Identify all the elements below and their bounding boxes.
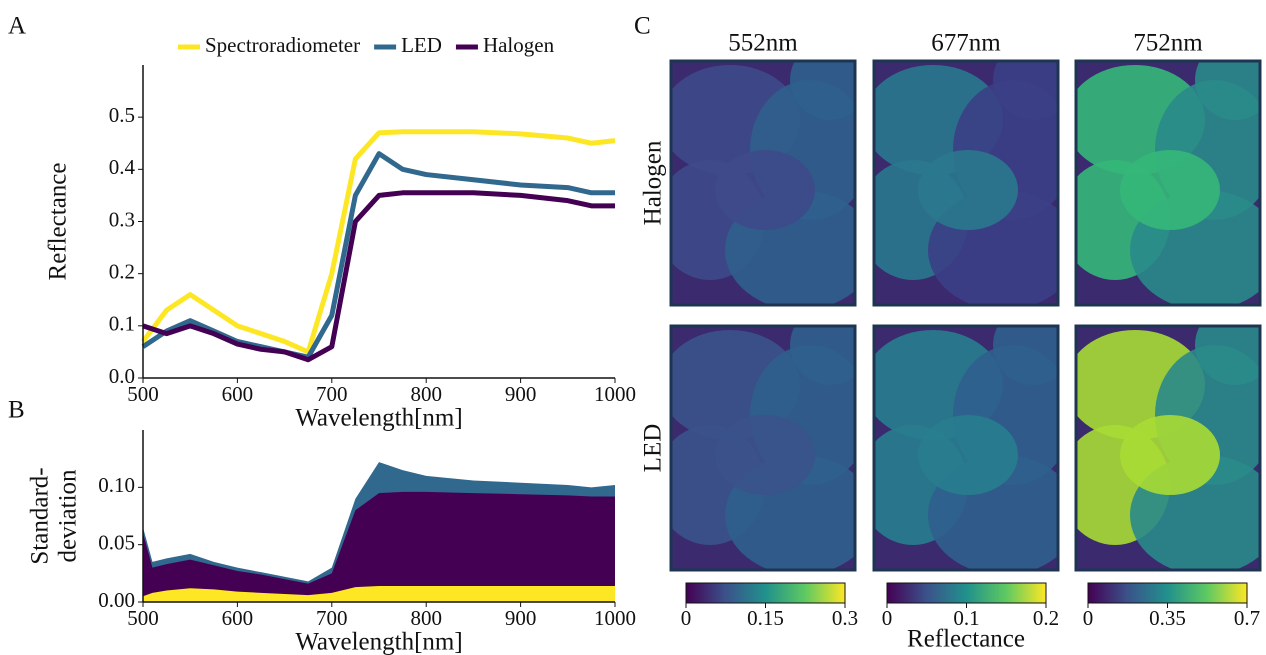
image [872,324,1060,572]
leaf [993,60,1059,120]
colorbar [1087,582,1248,604]
row-label: Halogen [640,140,667,225]
colorbar-tick-label: 0.15 [747,606,784,630]
image-frame [669,324,857,572]
y-axis-label: deviation [55,469,82,563]
colorbar-tick-label: 0.7 [1234,606,1260,630]
y-tick-label: 0.2 [109,259,135,283]
area [143,491,615,602]
x-tick-label: 1000 [594,606,636,630]
image-content [1075,60,1261,306]
image-content [670,325,856,571]
colorbar [685,582,846,604]
leaf [1195,60,1261,120]
leaf [715,150,815,230]
y-tick-label: 0.5 [109,103,135,127]
colorbar-tick-label: 0.2 [1033,606,1059,630]
colorbar-tick-label: 0 [1083,606,1094,630]
y-tick-label: 0.0 [109,364,135,388]
y-axis-label: Reflectance [45,163,72,281]
legend-label: LED [401,33,442,57]
legend-label: Halogen [483,33,555,57]
column-title: 552nm [728,30,798,57]
colorbar [886,582,1047,604]
x-tick-label: 700 [316,382,348,406]
y-tick-label: 0.1 [109,312,135,336]
leaf [790,325,856,385]
line [141,129,616,355]
leaf [715,415,815,495]
y-tick-label: 0.10 [98,473,135,497]
legend-label: Spectroradiometer [205,33,360,57]
image-frame [872,59,1060,307]
colorbar-label: Reflectance [907,626,1025,653]
colorbar-tick-label: 0.1 [953,606,979,630]
image-content [873,60,1059,306]
x-tick-label: 900 [505,382,537,406]
leaf [1120,415,1220,495]
y-axis-label: Standard- [27,467,54,564]
x-tick-label: 600 [222,382,254,406]
y-tick-label: 0.4 [109,155,136,179]
line [141,151,615,360]
leaf [918,415,1018,495]
panel-letter: B [8,397,25,424]
image [1074,59,1262,307]
image-content [1075,325,1261,571]
x-tick-label: 500 [127,382,159,406]
colorbar-tick-label: 0.35 [1149,606,1186,630]
x-tick-label: 800 [410,606,442,630]
image-frame [872,324,1060,572]
leaf [993,325,1059,385]
row-label: LED [640,424,667,473]
column-title: 677nm [931,30,1001,57]
leaf [1120,150,1220,230]
y-tick-label: 0.00 [98,588,135,612]
x-tick-label: 700 [316,606,348,630]
x-tick-label: 600 [222,606,254,630]
image [669,59,857,307]
image-frame [1074,324,1262,572]
x-axis-label: Wavelength[nm] [295,405,462,432]
panel-letter: A [8,13,26,40]
x-tick-label: 800 [410,382,442,406]
image-frame [1074,59,1262,307]
image-content [873,325,1059,571]
line [142,190,615,363]
colorbar-tick-label: 0 [681,606,692,630]
leaf [1195,325,1261,385]
x-axis-label: Wavelength[nm] [295,629,462,655]
area [143,585,615,602]
column-title: 752nm [1133,30,1203,57]
image-frame [669,59,857,307]
leaf [790,60,856,120]
image-content [670,60,856,306]
colorbar-tick-label: 0 [882,606,893,630]
colorbar-tick-label: 0.3 [832,606,858,630]
x-tick-label: 500 [127,606,159,630]
panel-letter: C [634,13,651,40]
image [872,59,1060,307]
y-tick-label: 0.05 [98,530,135,554]
image [1074,324,1262,572]
x-tick-label: 900 [505,606,537,630]
image [669,324,857,572]
y-tick-label: 0.3 [109,207,135,231]
x-tick-label: 1000 [594,382,636,406]
leaf [918,150,1018,230]
